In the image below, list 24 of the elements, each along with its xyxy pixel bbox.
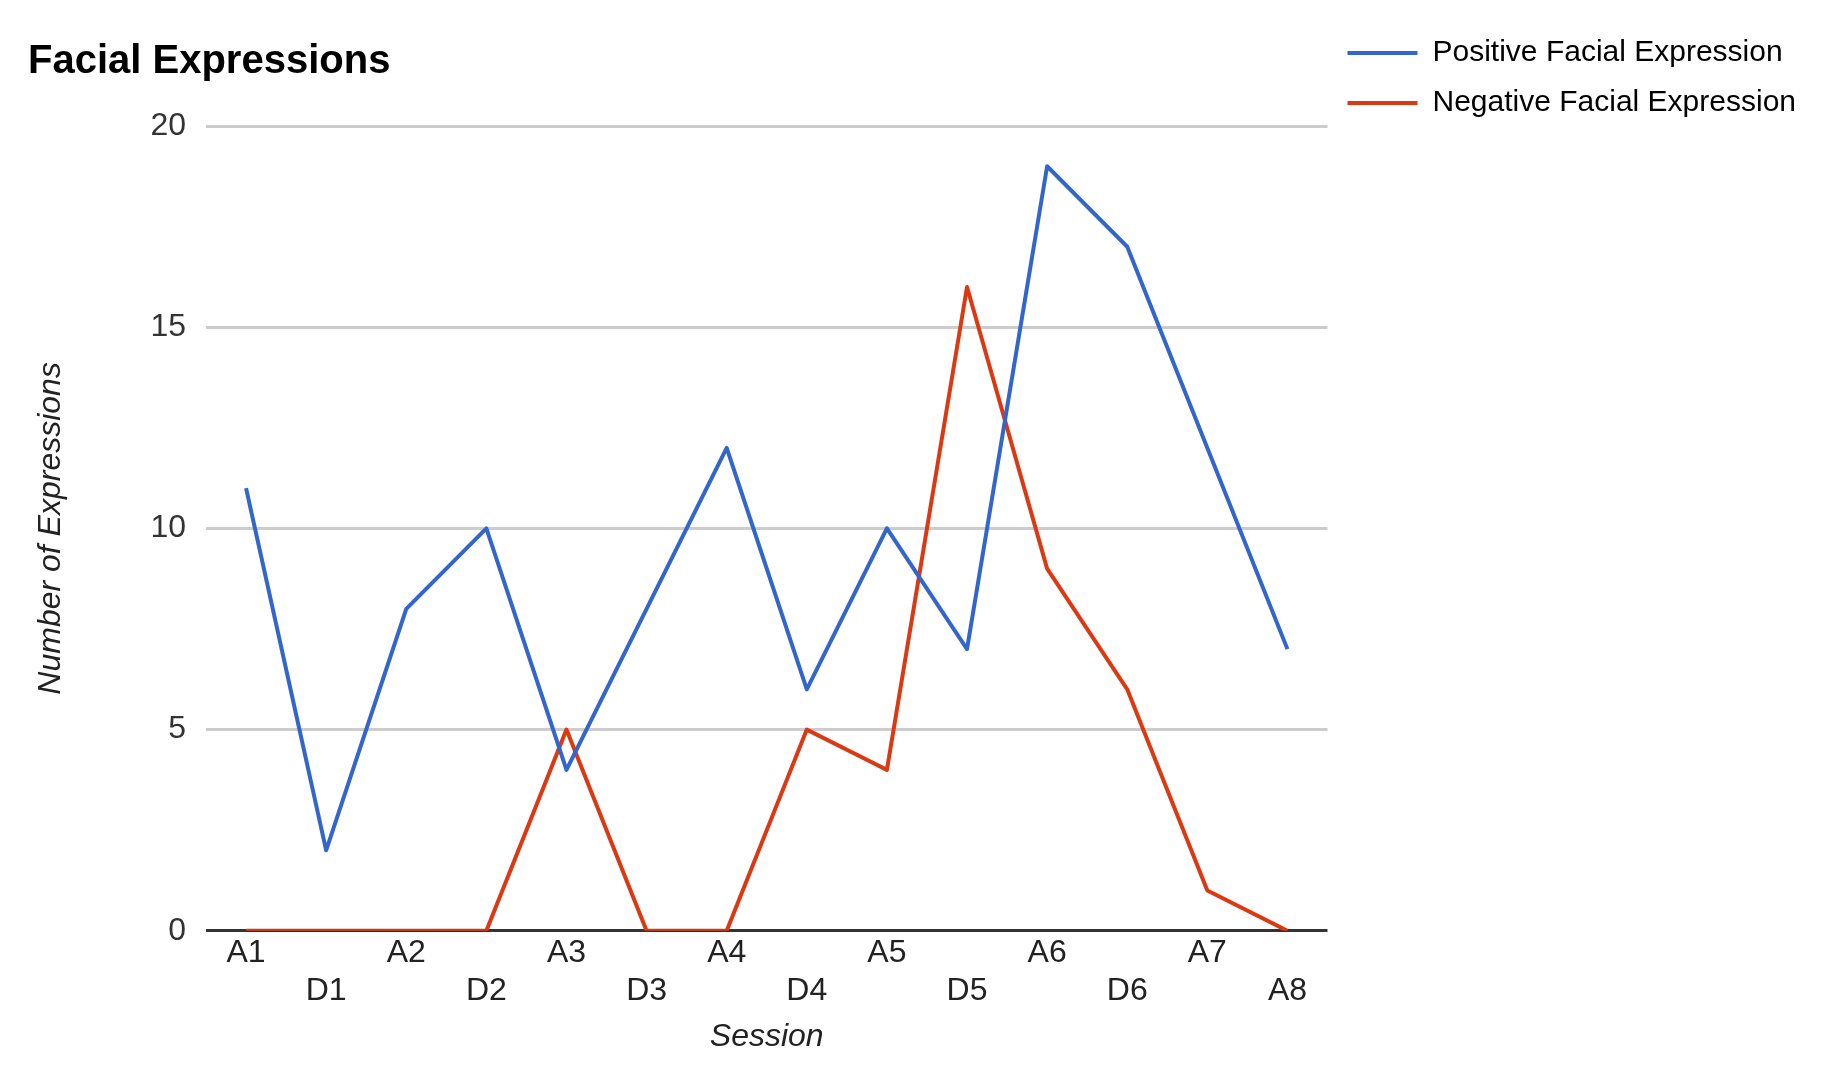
x-tick-label: A2 — [386, 932, 426, 969]
x-tick-label: A6 — [1027, 932, 1067, 969]
x-tick-label: D4 — [786, 971, 828, 1008]
x-tick-label: A1 — [226, 932, 266, 969]
x-tick-label: D5 — [946, 971, 988, 1008]
x-tick-label: D2 — [465, 971, 507, 1008]
y-axis-title: Number of Expressions — [31, 362, 68, 695]
x-tick-label: D6 — [1106, 971, 1148, 1008]
x-tick-label: A4 — [707, 932, 747, 969]
legend-label: Positive Facial Expression — [1432, 34, 1783, 68]
x-tick-label: A3 — [546, 932, 587, 969]
y-tick-label: 5 — [168, 709, 186, 746]
chart-title: Facial Expressions — [28, 37, 391, 82]
x-tick-label: D1 — [305, 971, 347, 1008]
legend-label: Negative Facial Expression — [1432, 84, 1797, 118]
x-tick-label: A8 — [1267, 971, 1308, 1008]
y-tick-label: 10 — [150, 508, 186, 545]
x-tick-label: D3 — [626, 971, 668, 1008]
x-tick-label: A7 — [1187, 932, 1227, 969]
x-tick-label: A5 — [867, 932, 907, 969]
y-tick-label: 15 — [150, 307, 186, 344]
y-tick-label: 20 — [150, 105, 186, 142]
y-tick-label: 0 — [168, 910, 186, 947]
x-axis-title: Session — [709, 1016, 824, 1053]
